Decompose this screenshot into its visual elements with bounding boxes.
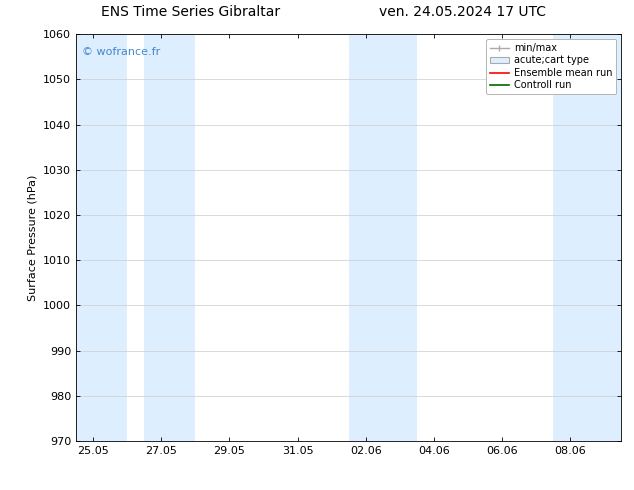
Bar bbox=[76, 34, 127, 441]
Legend: min/max, acute;cart type, Ensemble mean run, Controll run: min/max, acute;cart type, Ensemble mean … bbox=[486, 39, 616, 94]
Y-axis label: Surface Pressure (hPa): Surface Pressure (hPa) bbox=[27, 174, 37, 301]
Bar bbox=[349, 34, 417, 441]
Text: © wofrance.fr: © wofrance.fr bbox=[82, 47, 160, 56]
Text: ven. 24.05.2024 17 UTC: ven. 24.05.2024 17 UTC bbox=[379, 5, 547, 19]
Text: ENS Time Series Gibraltar: ENS Time Series Gibraltar bbox=[101, 5, 280, 19]
Bar bbox=[553, 34, 621, 441]
Bar bbox=[144, 34, 195, 441]
